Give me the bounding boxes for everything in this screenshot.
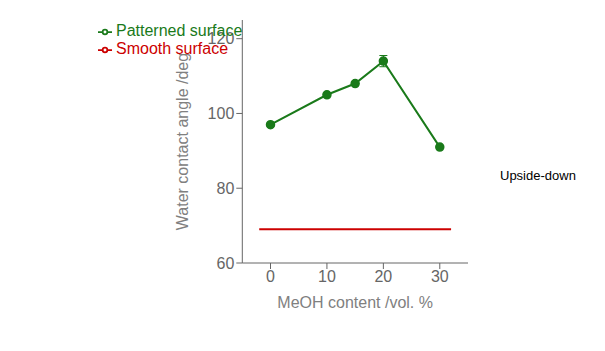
svg-text:30: 30 bbox=[431, 268, 449, 285]
svg-text:10: 10 bbox=[318, 268, 336, 285]
svg-text:60: 60 bbox=[217, 255, 235, 272]
svg-text:0: 0 bbox=[266, 268, 275, 285]
svg-text:MeOH content /vol. %: MeOH content /vol. % bbox=[277, 294, 433, 311]
svg-text:100: 100 bbox=[208, 105, 235, 122]
svg-text:120: 120 bbox=[208, 30, 235, 47]
svg-text:80: 80 bbox=[217, 180, 235, 197]
svg-text:20: 20 bbox=[374, 268, 392, 285]
svg-text:Water contact angle /deg: Water contact angle /deg bbox=[174, 53, 191, 230]
